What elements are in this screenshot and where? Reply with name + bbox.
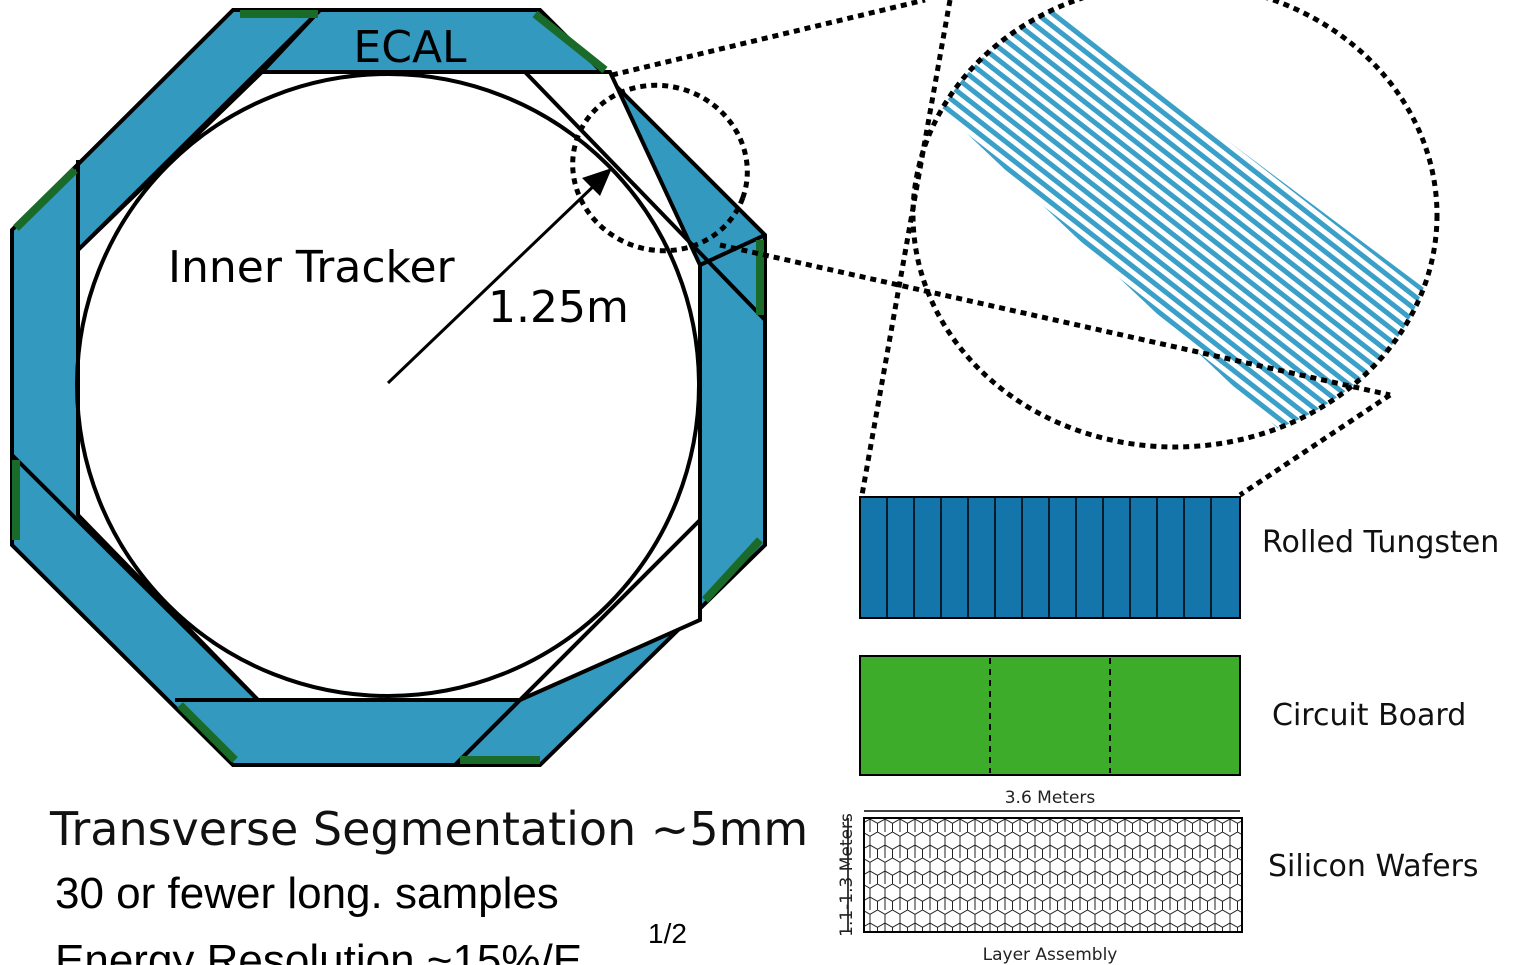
layer-label: Rolled Tungsten	[1262, 525, 1499, 560]
inner-tracker-label: Inner Tracker	[168, 242, 456, 293]
silicon-layer	[847, 810, 1243, 933]
radius-arrow	[386, 178, 602, 385]
note: 30 or fewer long. samples	[55, 869, 559, 918]
large-zoom-ellipse	[910, 0, 1440, 450]
zoom-lines	[611, 0, 1392, 498]
note: Transverse Segmentation ~5mm	[49, 802, 808, 856]
layer-label: Circuit Board	[1272, 698, 1466, 733]
circuit-layer	[859, 655, 1241, 776]
small-zoom-ellipse	[570, 82, 750, 254]
inner-tracker-circle	[75, 72, 701, 698]
note: Energy Resolution ~15%/E	[55, 936, 582, 965]
segment-dividers	[10, 8, 767, 767]
width-label: 3.6 Meters	[1005, 788, 1096, 808]
arrow-head	[582, 168, 612, 196]
zoom	[570, 0, 1440, 498]
caption: Layer Assembly	[983, 945, 1118, 965]
radius-label: 1.25m	[488, 282, 629, 333]
ecal-label: ECAL	[353, 22, 467, 73]
green-edges	[12, 10, 764, 764]
layer-label: Silicon Wafers	[1268, 849, 1479, 884]
tungsten-layer	[859, 496, 1241, 619]
height-label: 1.1-1.3 Meters	[837, 813, 857, 937]
ecal-ring: ECAL Inner Tracker 1.25m	[10, 8, 767, 767]
superscript: 1/2	[648, 918, 687, 949]
